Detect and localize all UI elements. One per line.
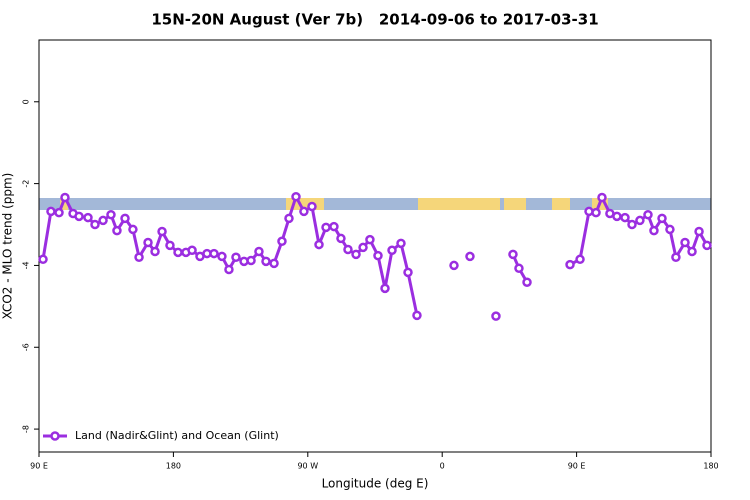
data-point [329,221,339,232]
data-point [157,226,167,237]
data-point [449,260,459,271]
data-point [321,222,331,233]
data-point [351,249,361,260]
data-point [165,240,175,251]
chart-title: 15N-20N August (Ver 7b) 2014-09-06 to 20… [151,11,598,29]
data-point [403,267,413,278]
legend-label: Land (Nadir&Glint) and Ocean (Glint) [75,429,279,442]
data-point [358,242,368,253]
data-point [612,211,622,222]
data-point [665,224,675,235]
y-tick-label: 0 [22,99,31,104]
data-point [387,245,397,256]
data-point [657,213,667,224]
data-point [491,311,501,321]
data-point [314,239,324,250]
data-point [74,211,84,222]
data-point [83,212,93,223]
data-point [702,240,712,251]
data-point [46,206,56,217]
x-tick-label: 90 E [568,462,586,471]
data-point [687,246,697,257]
data-point [90,219,100,230]
data-point [575,254,585,265]
x-tick-label: 90 W [297,462,318,471]
y-tick-label: -6 [22,343,31,351]
data-point [643,209,653,220]
data-point [112,225,122,236]
data-point [299,206,309,217]
y-axis-label: XCO2 - MLO trend (ppm) [1,173,15,320]
data-point [336,233,346,244]
data-point [514,263,524,274]
data-point [254,246,264,257]
data-point [150,246,160,257]
data-point [343,244,353,255]
data-point [365,234,375,245]
data-point [635,215,645,226]
data-point [54,207,64,218]
data-point [597,192,607,203]
data-point [60,192,70,203]
data-point [224,264,234,275]
data-point [277,236,287,247]
x-tick-label: 0 [440,462,445,471]
data-point [591,207,601,218]
data-point [307,201,317,212]
data-point [671,252,681,263]
data-point [269,258,279,269]
data-point [246,255,256,266]
data-point [217,251,227,262]
data-point [173,247,183,258]
legend-marker [50,431,60,441]
data-point [187,245,197,256]
x-tick-label: 90 E [30,462,48,471]
data-point [128,224,138,235]
data-point [106,209,116,220]
data-point [508,249,518,260]
data-point [465,251,475,262]
x-tick-label: 180 [703,462,718,471]
data-point [134,252,144,263]
data-point [38,254,48,265]
data-point [627,219,637,230]
data-point [396,238,406,249]
land-ocean-strip [39,198,711,210]
data-point [209,248,219,259]
data-point [231,252,241,263]
x-tick-label: 180 [166,462,181,471]
data-point [680,237,690,248]
data-point [380,283,390,294]
data-point [284,213,294,224]
data-point [98,215,108,226]
x-axis-label: Longitude (deg E) [322,477,429,491]
data-point [291,191,301,202]
data-point [522,277,532,287]
y-tick-label: -4 [22,261,31,269]
data-point [694,226,704,237]
y-tick-label: -2 [22,180,31,188]
data-point [120,213,130,224]
data-point [620,212,630,223]
data-point [373,250,383,261]
data-point [261,256,271,267]
y-tick-label: -8 [22,425,31,433]
data-point [649,225,659,236]
data-point [143,237,153,248]
plot-frame [38,39,712,453]
data-point [412,310,422,321]
data-point [565,259,575,270]
